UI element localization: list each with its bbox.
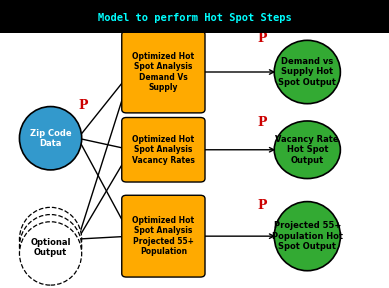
Ellipse shape xyxy=(274,202,340,271)
Ellipse shape xyxy=(19,107,82,170)
Text: P: P xyxy=(79,98,88,112)
Ellipse shape xyxy=(19,207,82,271)
Ellipse shape xyxy=(274,121,340,179)
Text: Optional
Output: Optional Output xyxy=(30,238,71,257)
Text: Projected 55+
Population Hot
Spot Output: Projected 55+ Population Hot Spot Output xyxy=(272,221,343,251)
Text: P: P xyxy=(258,32,267,46)
Text: Zip Code
Data: Zip Code Data xyxy=(30,128,72,148)
Text: Optimized Hot
Spot Analysis
Vacancy Rates: Optimized Hot Spot Analysis Vacancy Rate… xyxy=(132,135,195,165)
Text: Optimized Hot
Spot Analysis
Demand Vs
Supply: Optimized Hot Spot Analysis Demand Vs Su… xyxy=(132,52,194,92)
FancyBboxPatch shape xyxy=(0,0,389,33)
Ellipse shape xyxy=(274,40,340,104)
Ellipse shape xyxy=(19,215,82,278)
Text: Demand vs
Supply Hot
Spot Output: Demand vs Supply Hot Spot Output xyxy=(278,57,336,87)
Text: Model to perform Hot Spot Steps: Model to perform Hot Spot Steps xyxy=(98,13,291,23)
FancyBboxPatch shape xyxy=(122,118,205,182)
Text: Optimized Hot
Spot Analysis
Projected 55+
Population: Optimized Hot Spot Analysis Projected 55… xyxy=(132,216,194,256)
Text: P: P xyxy=(258,199,267,213)
Text: Vacancy Rate
Hot Spot
Output: Vacancy Rate Hot Spot Output xyxy=(275,135,339,165)
Text: P: P xyxy=(258,116,267,129)
FancyBboxPatch shape xyxy=(122,195,205,277)
FancyBboxPatch shape xyxy=(122,31,205,113)
Ellipse shape xyxy=(19,222,82,285)
